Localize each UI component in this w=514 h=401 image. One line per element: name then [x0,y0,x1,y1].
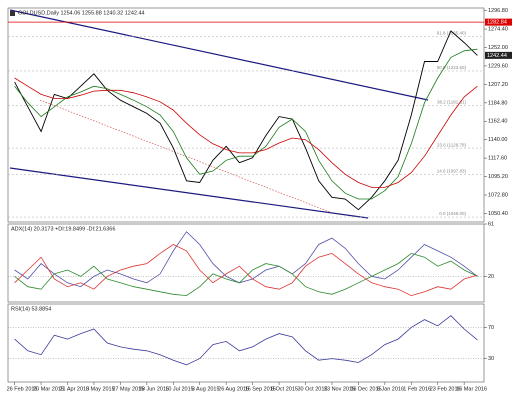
y-tick-label: 1274.40 [488,27,508,33]
channel-lower [9,167,369,219]
y-tick-label: 61 [488,221,494,227]
x-tick-label: 27 May 2015 [112,386,144,392]
y-tick-label: 1140.00 [488,137,507,143]
series-line [14,252,478,297]
y-tick-label: 1252.00 [488,45,508,51]
series-line [14,231,478,288]
y-tick-label: 1207.20 [488,82,508,88]
x-tick-label: 16 Sep 2015 [245,386,276,392]
y-tick-label: 70 [488,325,494,331]
series-line [14,77,478,188]
x-tick-label: 21 Apr 2015 [60,386,90,392]
y-tick-label: 1050.40 [488,211,508,217]
x-tick-label: 10 Jul 2015 [165,386,193,392]
last-price-tag [485,51,512,59]
x-tick-label: 8 Oct 2015 [271,386,298,392]
channel-upper [9,9,429,101]
x-tick-label: 18 Jun 2015 [139,386,169,392]
fib-label: 61.8 (1265.40) [437,31,467,36]
fib-label: 0.0 (1046.00) [439,211,466,216]
symbol-icon [10,11,15,16]
fib-label: 23.6 (1129.78) [437,142,466,147]
level-tag [485,18,512,26]
x-tick-label: 30 Oct 2015 [298,386,328,392]
y-tick-label: 30 [488,356,494,362]
series-line [14,48,478,200]
x-tick-label: 16 Mar 2016 [456,386,487,392]
y-tick-label: 1162.40 [488,119,507,125]
panel-title: GOLDUSD,Daily 1254.06 1255.88 1240.32 12… [18,10,145,16]
x-tick-label: 8 Jan 2016 [377,386,404,392]
x-tick-label: 1 Feb 2016 [403,386,431,392]
fib-label: 14.6 (1097.83) [437,169,467,174]
last-price-label: 1242.44 [487,53,507,59]
series-line [14,30,478,211]
y-tick-label: 20 [488,274,494,280]
panel-title: RSI(14) 53.8854 [11,306,51,312]
panel-title: ADX(14) 20.3173 +DI:19.8499 -DI:21.6366 [11,226,115,232]
x-tick-label: 23 Feb 2016 [430,386,461,392]
y-tick-label: 1095.20 [488,174,508,180]
x-tick-label: 26 Feb 2015 [7,386,38,392]
y-tick-label: 1184.80 [488,100,507,106]
level-label: 1282.84 [487,20,507,26]
x-tick-label: 26 Aug 2015 [218,386,249,392]
x-tick-label: 16 Dec 2015 [350,386,381,392]
y-tick-label: 1117.60 [488,156,507,162]
fib-label: 38.2 (1181.61) [437,100,466,105]
y-tick-label: 1072.80 [488,192,508,198]
fib-label: 50.0 (1223.50) [437,65,467,70]
rsi-panel [7,303,485,383]
price-panel [7,7,485,223]
series-line [14,315,478,366]
trend-dotted [39,99,331,213]
x-tick-label: 3 Aug 2015 [192,386,220,392]
x-tick-label: 23 Nov 2015 [324,386,355,392]
y-tick-label: 1296.80 [488,8,508,14]
x-tick-label: 8 May 2015 [86,386,115,392]
x-tick-label: 20 Mar 2015 [33,386,64,392]
series-line [14,244,478,297]
y-tick-label: 1229.60 [488,63,508,69]
